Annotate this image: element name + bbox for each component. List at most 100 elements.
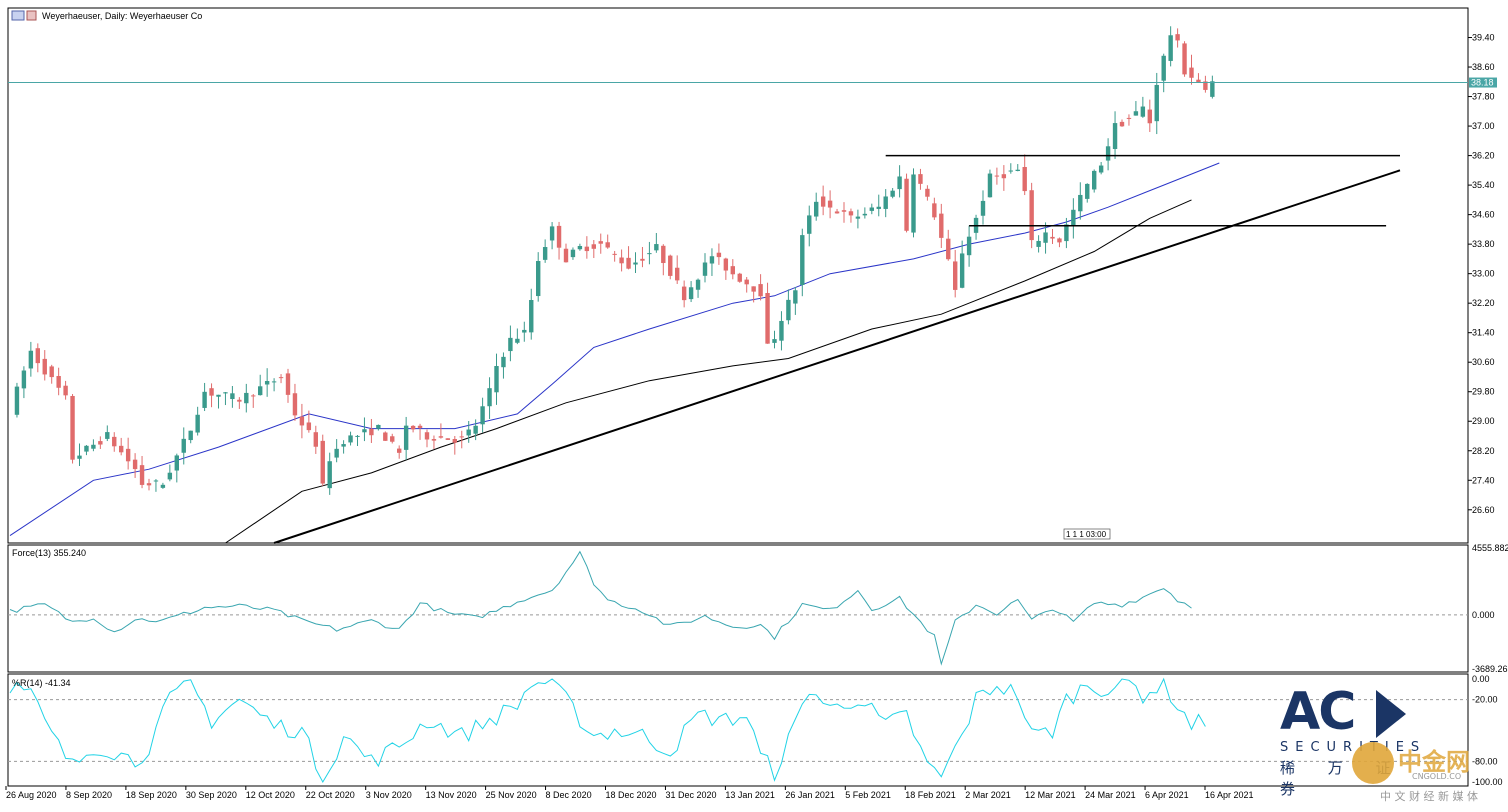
- candle: [681, 280, 687, 308]
- candle: [271, 378, 277, 392]
- candle-body: [556, 225, 562, 248]
- price-tick-label: 27.40: [1472, 475, 1495, 485]
- candle-body: [876, 206, 881, 209]
- candle: [827, 190, 833, 219]
- candle: [369, 418, 374, 443]
- candle: [619, 249, 624, 272]
- candle-body: [299, 416, 305, 426]
- candle: [251, 394, 256, 408]
- candle-body: [341, 444, 346, 447]
- candle: [932, 197, 937, 220]
- candle: [153, 479, 159, 492]
- candle-body: [313, 432, 318, 447]
- candle-body: [869, 207, 874, 211]
- time-tick-label: 12 Oct 2020: [246, 790, 295, 800]
- candle-body: [598, 241, 603, 244]
- candle-body: [772, 339, 777, 343]
- candle: [459, 430, 464, 449]
- candle: [278, 374, 284, 384]
- candle-body: [369, 428, 374, 436]
- candle: [869, 203, 874, 215]
- price-tick-label: 29.00: [1472, 416, 1495, 426]
- candle: [341, 440, 346, 454]
- candle-body: [264, 381, 270, 385]
- candle-body: [668, 255, 673, 276]
- candle: [1029, 182, 1034, 249]
- candle: [737, 272, 742, 283]
- candle-body: [223, 392, 228, 394]
- time-tick-label: 18 Sep 2020: [126, 790, 177, 800]
- candle: [688, 281, 694, 303]
- candle: [424, 429, 430, 448]
- wpr-tick-label: -20.00: [1472, 695, 1498, 705]
- candle-body: [1085, 183, 1090, 199]
- candle-body: [1196, 79, 1201, 82]
- candle: [431, 435, 437, 449]
- candle: [98, 436, 103, 449]
- price-tick-label: 32.20: [1472, 298, 1495, 308]
- candle: [751, 286, 756, 303]
- candle-body: [1147, 109, 1152, 124]
- current-price-tag-bg: [1469, 77, 1497, 88]
- candle-body: [1175, 34, 1180, 41]
- cngold-tagline: 中 文 财 经 新 媒 体: [1380, 790, 1478, 803]
- candle: [577, 243, 583, 251]
- candle-body: [21, 370, 27, 389]
- candle: [1008, 163, 1013, 174]
- candle: [1105, 138, 1111, 171]
- candle-body: [306, 422, 312, 431]
- candle: [1168, 26, 1173, 67]
- candle-body: [640, 258, 645, 261]
- candle-body: [737, 273, 742, 282]
- candle-body: [939, 213, 944, 238]
- candle: [654, 232, 659, 253]
- candle: [626, 246, 631, 270]
- candle: [452, 435, 457, 455]
- candle-body: [459, 436, 464, 438]
- wpr-pane-frame: [7, 673, 1469, 787]
- candle-body: [765, 293, 770, 344]
- candle-body: [814, 201, 819, 217]
- candle-body: [376, 424, 381, 429]
- time-tick-label: 31 Dec 2020: [665, 790, 716, 800]
- price-tick-label: 35.40: [1472, 180, 1495, 190]
- candle: [438, 423, 444, 439]
- cngold-url: CNGOLD.CO: [1412, 772, 1462, 781]
- candle-body: [480, 406, 485, 425]
- candle-body: [181, 438, 186, 453]
- time-tick-label: 26 Jan 2021: [785, 790, 835, 800]
- price-tick-label: 33.80: [1472, 239, 1495, 249]
- candle: [723, 257, 729, 280]
- candle: [987, 169, 993, 198]
- price-tick-label: 28.20: [1472, 446, 1495, 456]
- candle-body: [35, 348, 40, 364]
- candle: [1147, 99, 1152, 132]
- candle: [966, 225, 972, 267]
- candle: [647, 241, 652, 265]
- candle-body: [487, 388, 492, 407]
- candle-body: [1189, 67, 1194, 78]
- candle-body: [452, 439, 457, 443]
- candle-body: [1119, 121, 1125, 127]
- price-tick-label: 34.60: [1472, 210, 1495, 220]
- candle: [146, 478, 152, 491]
- candle: [668, 254, 673, 280]
- candle: [918, 168, 923, 190]
- candle-body: [800, 235, 805, 286]
- candle: [542, 239, 548, 263]
- candle-body: [1029, 190, 1034, 241]
- candle-body: [786, 299, 791, 321]
- force-tick-label: -3689.263: [1472, 664, 1508, 674]
- candle: [480, 397, 485, 433]
- time-tick-label: 2 Mar 2021: [965, 790, 1011, 800]
- mini-label-box: [1063, 528, 1111, 540]
- force-line: [9, 550, 1192, 666]
- candle-body: [890, 190, 895, 197]
- candle: [35, 343, 40, 373]
- cngold-text: 中金网: [1398, 748, 1470, 776]
- candle: [904, 173, 909, 233]
- candle: [834, 208, 840, 214]
- candle-body: [251, 395, 256, 397]
- candle-body: [605, 242, 610, 248]
- candle: [793, 286, 798, 315]
